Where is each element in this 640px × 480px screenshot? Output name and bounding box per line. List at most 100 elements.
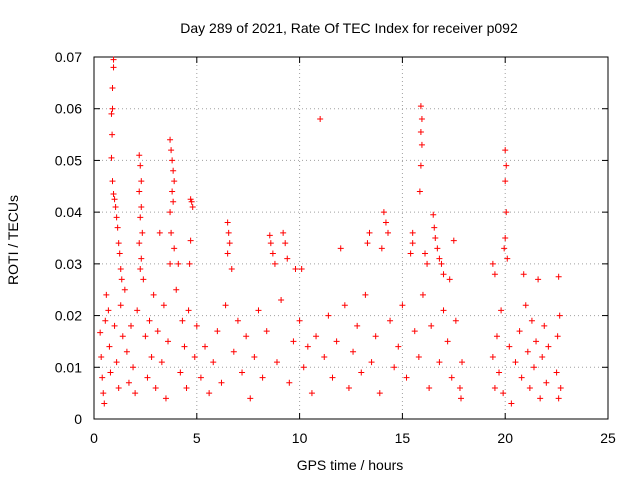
data-point [228, 266, 235, 273]
data-point [144, 374, 151, 381]
data-point [202, 343, 209, 350]
data-point [138, 255, 145, 262]
data-point [222, 302, 229, 309]
data-point [522, 302, 529, 309]
data-point [226, 240, 233, 247]
data-point [368, 359, 375, 366]
data-point [171, 245, 178, 252]
data-point [210, 359, 217, 366]
data-point [506, 343, 513, 350]
data-point [263, 328, 270, 335]
data-point [167, 209, 174, 216]
data-point [105, 307, 112, 314]
data-point [554, 333, 561, 340]
data-point [417, 128, 424, 135]
data-point [280, 229, 287, 236]
data-point [115, 384, 122, 391]
data-point [136, 240, 143, 247]
data-point [417, 103, 424, 110]
data-point [116, 250, 123, 257]
data-point [541, 322, 548, 329]
data-point [165, 338, 172, 345]
data-point [399, 302, 406, 309]
data-point [418, 116, 425, 123]
data-point [247, 395, 254, 402]
data-point [391, 364, 398, 371]
data-point [148, 353, 155, 360]
data-point [100, 390, 107, 397]
data-point [411, 328, 418, 335]
data-point [193, 322, 200, 329]
axis-ticks: 0 5 10 15 20 25 0 0.01 0.02 0.03 0.04 0.05 0.06 0.07 [55, 49, 616, 446]
data-point [119, 333, 126, 340]
data-point [354, 322, 361, 329]
data-point [448, 374, 455, 381]
data-point [140, 276, 147, 283]
data-point [130, 364, 137, 371]
data-point [191, 353, 198, 360]
data-point [98, 353, 105, 360]
data-point [430, 211, 437, 218]
data-point [139, 229, 146, 236]
data-point [416, 188, 423, 195]
data-point [214, 328, 221, 335]
data-point [173, 286, 180, 293]
data-point [533, 338, 540, 345]
data-point [503, 209, 510, 216]
data-point [181, 343, 188, 350]
y-tick-label: 0.01 [55, 359, 82, 375]
data-points [97, 56, 564, 407]
data-point [516, 328, 523, 335]
data-point [537, 395, 544, 402]
y-tick-label: 0.05 [55, 152, 82, 168]
data-point [504, 255, 511, 262]
data-point [422, 250, 429, 257]
data-point [273, 359, 280, 366]
data-point [526, 384, 533, 391]
y-tick-label: 0.02 [55, 308, 82, 324]
data-point [333, 338, 340, 345]
data-point [387, 317, 394, 324]
data-point [313, 333, 320, 340]
data-point [545, 343, 552, 350]
data-point [218, 379, 225, 386]
data-point [243, 333, 250, 340]
data-point [502, 235, 509, 241]
data-point [185, 307, 192, 314]
data-point [290, 338, 297, 345]
data-point [520, 271, 527, 278]
data-point [508, 400, 515, 407]
data-point [317, 116, 324, 123]
data-point [419, 291, 426, 298]
data-point [137, 266, 144, 273]
data-point [418, 141, 425, 148]
x-axis-label: GPS time / hours [297, 457, 404, 473]
data-point [362, 291, 369, 298]
data-point [543, 379, 550, 386]
data-point [234, 317, 241, 324]
data-point [450, 237, 457, 244]
data-point [382, 219, 389, 226]
x-tick-label: 20 [497, 430, 513, 446]
data-point [224, 219, 231, 226]
data-point [518, 374, 525, 381]
data-point [110, 56, 117, 63]
data-point [300, 364, 307, 371]
data-point [230, 348, 237, 355]
data-point [121, 286, 128, 293]
data-point [168, 147, 175, 154]
data-point [136, 188, 143, 195]
data-point [266, 232, 273, 239]
data-point [417, 162, 424, 169]
data-point [512, 359, 519, 366]
y-tick-label: 0.06 [55, 101, 82, 117]
data-point [493, 333, 500, 340]
data-point [557, 384, 564, 391]
data-point [395, 343, 402, 350]
data-point [491, 384, 498, 391]
data-point [138, 178, 145, 185]
data-point [440, 271, 447, 278]
data-point [137, 162, 144, 169]
data-point [136, 152, 143, 159]
data-point [489, 260, 496, 267]
